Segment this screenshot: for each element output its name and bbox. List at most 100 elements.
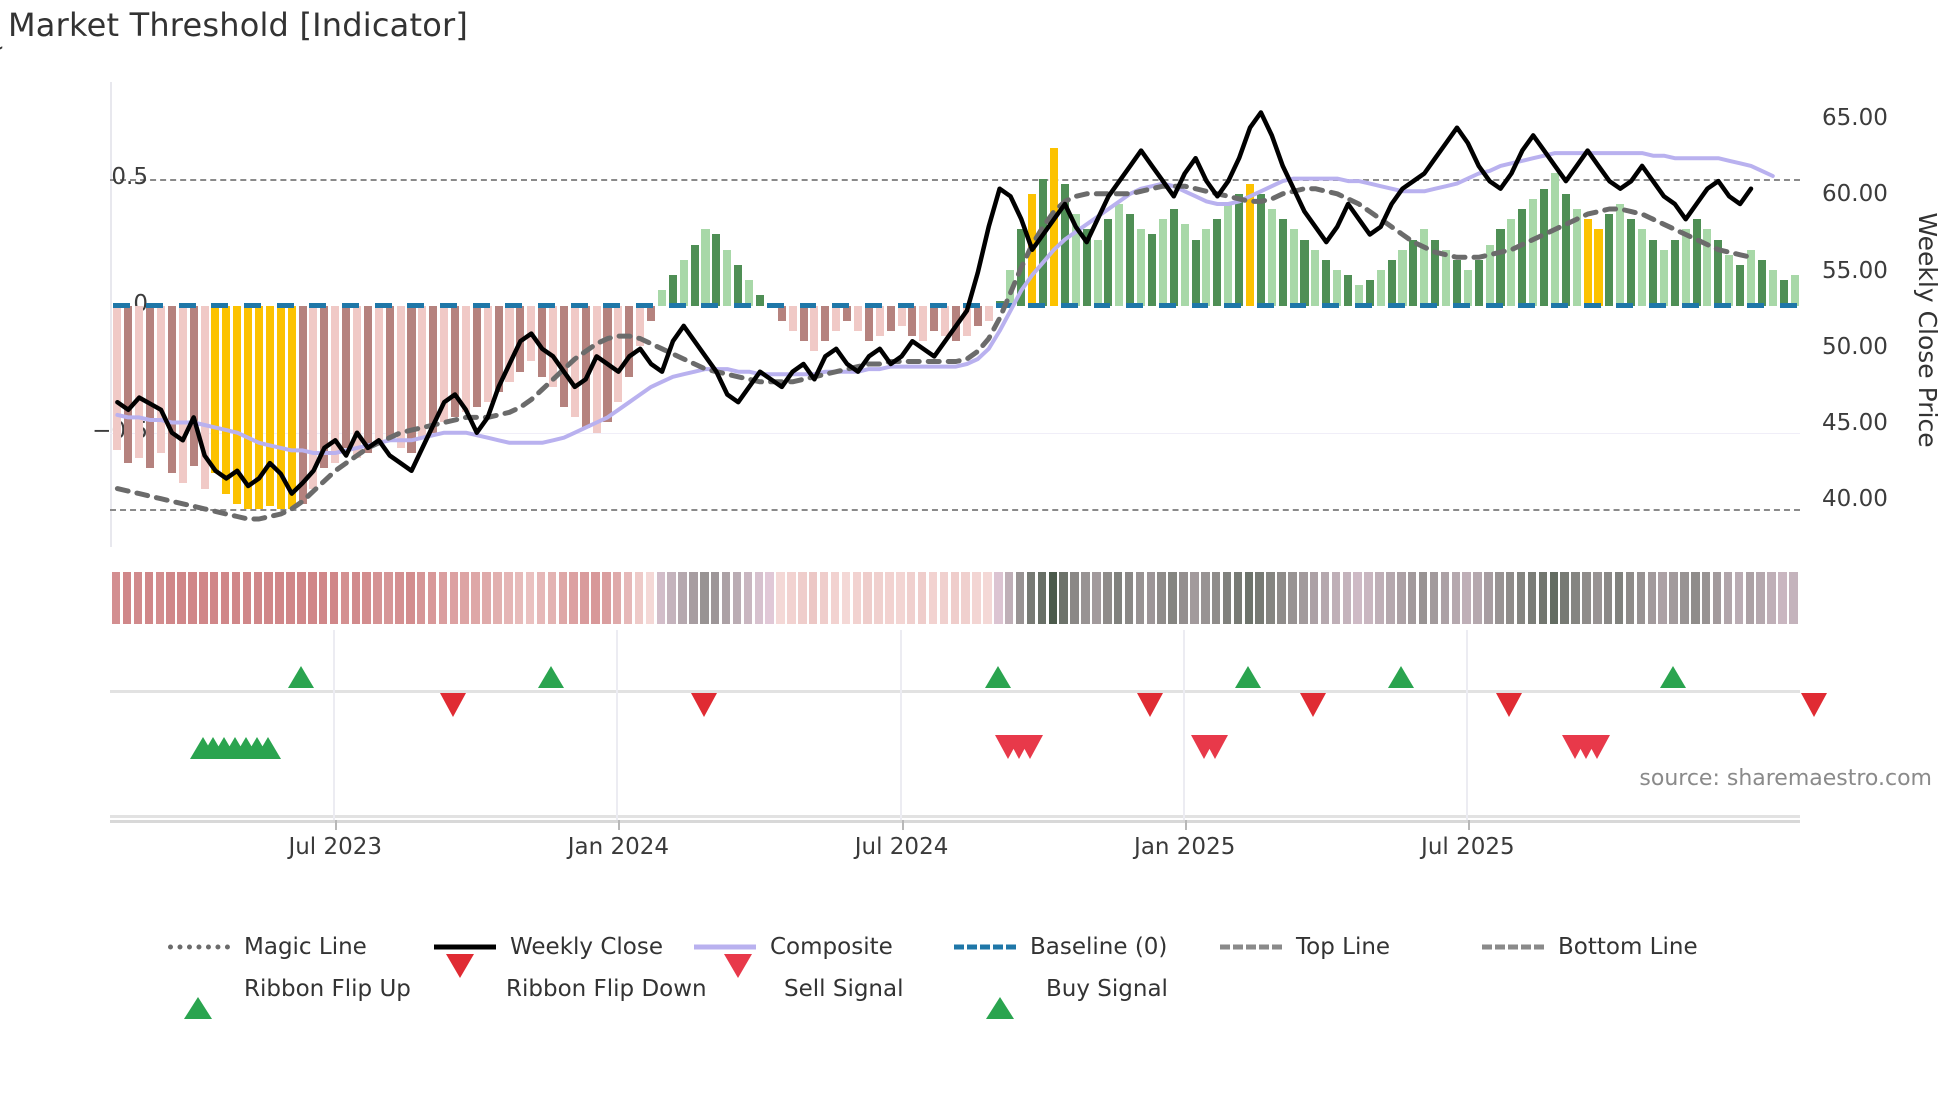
legend-item[interactable]: Ribbon Flip Down [430,954,707,1002]
ribbon-cell [373,572,382,624]
legend-item[interactable]: Buy Signal [970,976,1220,1019]
ribbon-cell [1614,572,1624,624]
ribbon-cell [808,572,818,624]
threshold-bar [1463,270,1472,306]
line-swatch-icon [694,944,756,950]
main-plot-area [110,82,1800,547]
threshold-bar [374,305,383,443]
ribbon-cell [395,572,404,624]
ribbon-cell [1113,572,1123,624]
ribbon-cell [1462,572,1471,624]
threshold-bar [331,305,340,464]
ribbon-cell [460,572,469,624]
legend-item[interactable]: Composite [694,934,944,960]
baseline-dash [342,302,360,308]
legend-label: Magic Line [244,934,367,960]
legend-item[interactable]: Bottom Line [1482,934,1732,960]
threshold-bar [1692,219,1701,306]
ribbon-cell [1233,572,1243,624]
ribbon-cell [536,572,546,624]
threshold-bar [222,305,231,494]
ribbon-cell [1451,572,1460,624]
threshold-bar [1311,249,1320,306]
threshold-bar [810,305,819,352]
legend-item[interactable]: Magic Line [168,934,424,960]
ribbon-cell [155,572,165,624]
threshold-bar [233,305,242,504]
threshold-bar [1115,203,1124,306]
ribbon-cell [1495,572,1504,624]
legend-key-triangle-up [168,978,230,1019]
ribbon-cell [1342,572,1352,624]
threshold-bar [1670,239,1679,306]
ribbon-flip-up-marker [1387,666,1414,688]
legend-item[interactable]: Baseline (0) [954,934,1210,960]
threshold-bar [211,305,220,474]
baseline-dash [276,302,294,308]
threshold-bar [1779,280,1788,306]
threshold-bar [407,305,416,453]
ribbon-cell [406,572,415,624]
threshold-bar [1213,219,1222,306]
minor-gridline [110,432,1800,434]
ribbon-cell [340,572,350,624]
threshold-bar [657,290,666,306]
threshold-bar [146,305,155,469]
threshold-bar [1594,229,1603,306]
ribbon-cell [514,572,524,624]
x-tick-mark [901,820,904,830]
ribbon-cell [787,572,796,624]
threshold-bar [1540,188,1549,306]
threshold-bar [1082,229,1091,306]
panel-gridline [616,630,619,820]
legend-item[interactable]: Top Line [1220,934,1472,960]
threshold-bar [1757,259,1766,306]
ribbon-cell [1190,572,1199,624]
baseline-dash [211,302,229,308]
baseline-dash [734,302,752,308]
ribbon-cell [112,572,121,624]
ribbon-cell [220,572,230,624]
ribbon-cell [318,572,328,624]
legend-item[interactable]: Sell Signal [708,954,960,1002]
ribbon-cell [504,572,513,624]
ribbon-cell [308,572,317,624]
baseline-dash [146,302,163,308]
ribbon-cell [1560,572,1569,624]
y-tick-right: 50.00 [1822,333,1888,360]
ribbon-cell [166,572,175,624]
y-tick-right: 65.00 [1822,105,1888,132]
legend-label: Weekly Close [510,934,663,960]
ribbon-cell [1059,572,1068,624]
threshold-bar [1616,203,1625,306]
y-tick-right: 45.00 [1822,410,1888,437]
threshold-bar [1507,219,1516,306]
threshold-bar [723,249,732,306]
threshold-bar [679,259,688,306]
ribbon-cell [623,572,633,624]
weekly-close-line [115,110,1754,496]
legend-item[interactable]: Ribbon Flip Up [168,976,420,1019]
legend-item[interactable]: Weekly Close [434,934,684,960]
threshold-bar [1398,249,1407,306]
ribbon-flip-down-marker [1300,693,1327,717]
threshold-bar [1093,239,1102,306]
ribbon-cell [569,572,578,624]
ribbon-cell [493,572,502,624]
baseline-dash [668,302,686,308]
ribbon-cell [286,572,295,624]
ribbon-cell [1712,572,1722,624]
threshold-bar [930,305,939,331]
ribbon-cell [710,572,720,624]
x-tick-label: Jan 2025 [1134,834,1236,860]
ribbon-cell [1266,572,1275,624]
ribbon-cell [199,572,208,624]
threshold-bar [124,305,133,464]
threshold-bar [1736,264,1745,306]
baseline-dash [1256,302,1274,308]
threshold-bar [755,295,764,306]
ribbon-cell [1593,572,1602,624]
threshold-bar [886,305,895,331]
threshold-bar [309,305,318,489]
ribbon-cell [1331,572,1341,624]
